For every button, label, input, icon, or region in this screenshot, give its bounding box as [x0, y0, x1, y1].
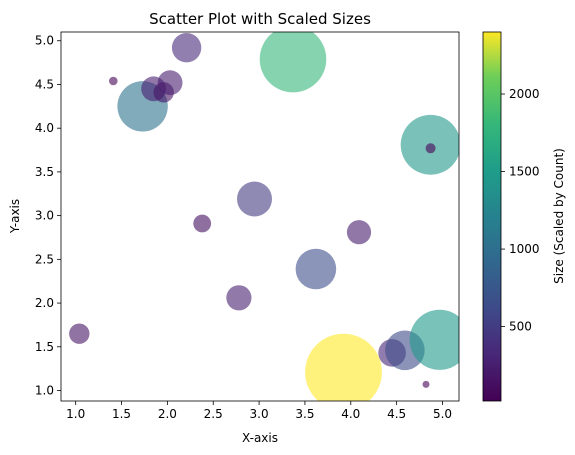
y-tick-label-2: 1.5 — [35, 340, 54, 354]
x-tick-label-6: 3.5 — [295, 407, 314, 421]
x-axis-label: X-axis — [242, 431, 278, 445]
x-tick-label-1: 1.0 — [66, 407, 85, 421]
colorbar-tick-label-4: 2000 — [509, 87, 540, 101]
colorbar-tick-label-1: 500 — [509, 320, 532, 334]
x-tick-label-2: 1.5 — [112, 407, 131, 421]
x-tick-label-4: 2.5 — [204, 407, 223, 421]
scatter-points — [69, 32, 459, 401]
scatter-point-8 — [193, 214, 212, 233]
colorbar-tick-label-2: 1000 — [509, 242, 540, 256]
colorbar-label: Size (Scaled by Count) — [552, 148, 566, 284]
y-tick-label-5: 3.0 — [35, 209, 54, 223]
scatter-point-14 — [346, 220, 372, 245]
y-tick-label-8: 4.5 — [35, 77, 54, 91]
scatter-point-9 — [226, 285, 252, 311]
scatter-point-19 — [425, 143, 436, 154]
scatter-point-7 — [171, 33, 202, 63]
chart-title: Scatter Plot with Scaled Sizes — [149, 10, 371, 28]
y-tick-label-3: 2.0 — [35, 296, 54, 310]
plot-frame — [60, 31, 460, 402]
x-tick-label-5: 3.0 — [250, 407, 269, 421]
y-axis-ticks: 1.0 1.5 2.0 2.5 3.0 3.5 4.0 4.5 5.0 — [35, 34, 61, 398]
scatter-point-13 — [305, 333, 382, 401]
y-tick-label-9: 5.0 — [35, 34, 54, 48]
y-axis-label: Y-axis — [8, 199, 22, 234]
scatter-point-17 — [422, 380, 430, 388]
scatter-point-1 — [69, 323, 90, 344]
y-tick-label-6: 3.5 — [35, 165, 54, 179]
colorbar — [482, 31, 502, 402]
scatter-point-11 — [259, 32, 327, 93]
x-axis-ticks: 1.0 1.5 2.0 2.5 3.0 3.5 4.0 4.5 5.0 — [66, 401, 452, 421]
scatter-point-20 — [409, 309, 459, 370]
y-tick-label-4: 2.5 — [35, 252, 54, 266]
x-tick-label-8: 4.5 — [387, 407, 406, 421]
colorbar-tick-label-3: 1500 — [509, 165, 540, 179]
colorbar-ticks: 500 1000 1500 2000 — [501, 87, 540, 334]
x-tick-label-3: 2.0 — [158, 407, 177, 421]
y-tick-label-1: 1.0 — [35, 384, 54, 398]
x-tick-label-9: 5.0 — [433, 407, 452, 421]
scatter-point-6 — [157, 70, 183, 96]
y-tick-label-7: 4.0 — [35, 121, 54, 135]
x-tick-label-7: 4.0 — [341, 407, 360, 421]
scatter-point-10 — [237, 181, 272, 217]
scatter-point-2 — [109, 76, 118, 86]
scatter-point-12 — [295, 248, 337, 290]
